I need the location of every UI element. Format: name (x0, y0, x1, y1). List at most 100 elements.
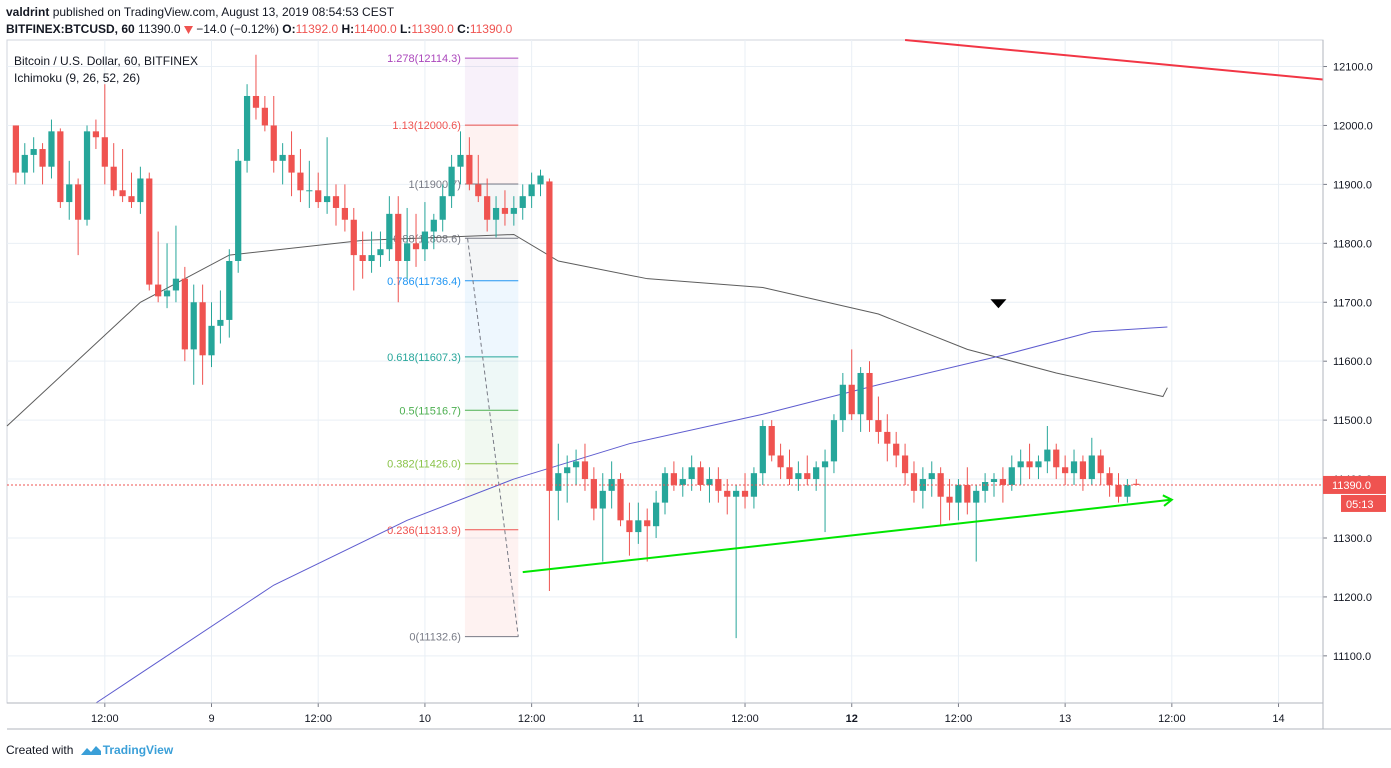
candle-body (92, 131, 100, 138)
candle (83, 125, 91, 226)
last-price-badge-label: 11390.0 (1332, 480, 1371, 492)
candle (1124, 479, 1131, 503)
candle-body (973, 490, 980, 503)
candle-body (893, 443, 900, 456)
time-tick-label: 11 (633, 713, 644, 725)
candle (430, 213, 437, 250)
time-tick-label: 12:00 (945, 713, 973, 725)
candle (715, 467, 722, 503)
candle (306, 160, 313, 208)
candle-body (768, 426, 775, 456)
candle-body (279, 154, 286, 161)
candle (386, 196, 393, 261)
candle (199, 284, 206, 385)
candle-body (181, 278, 188, 350)
candle (48, 119, 55, 179)
candle (404, 207, 411, 279)
candle (670, 461, 678, 491)
candle-body (235, 160, 242, 261)
candle (990, 473, 998, 497)
fib-level-label: 0(11132.6) (409, 632, 461, 644)
candle (39, 143, 46, 185)
candle (626, 502, 633, 556)
candle (92, 119, 100, 150)
candle-body (208, 325, 215, 356)
candle (564, 455, 571, 503)
candle-body (875, 420, 882, 432)
candle (981, 473, 989, 503)
fib-level-label: 0.786(11736.4) (387, 276, 461, 288)
candle-body (243, 95, 251, 161)
candle-body (261, 107, 268, 126)
candle-body (484, 196, 491, 220)
candle (1133, 479, 1140, 485)
candle-body (804, 473, 811, 480)
candle (590, 467, 597, 521)
candle-body (155, 284, 162, 297)
candle-body (1044, 449, 1051, 462)
candle-body (706, 479, 713, 485)
candle (937, 467, 944, 527)
candle-body (1062, 467, 1069, 474)
candle (830, 414, 838, 474)
fib-level-label: 1.13(12000.6) (392, 120, 461, 132)
candle (368, 231, 375, 273)
author-name[interactable]: valdrint (6, 5, 50, 19)
candle (679, 467, 686, 497)
candle-body (901, 455, 909, 474)
candle-body (119, 190, 126, 197)
candle (412, 213, 420, 267)
candle (270, 95, 277, 173)
candle-body (1088, 455, 1095, 480)
candle-body (750, 473, 758, 497)
fib-zone (464, 529, 519, 637)
candle-body (439, 196, 446, 220)
candle-body (288, 154, 295, 173)
fib-zone (464, 58, 519, 126)
candle (875, 396, 882, 444)
candle-body (688, 467, 695, 480)
candle (528, 172, 535, 208)
candle (706, 467, 713, 503)
candle-body (652, 502, 660, 527)
high-label: H: (341, 22, 355, 36)
price-tick-label: 11100.0 (1333, 651, 1371, 663)
candle (190, 284, 197, 385)
candle (572, 449, 580, 485)
ma-blue-line (95, 326, 1168, 704)
candle (1062, 455, 1069, 485)
candle (733, 484, 740, 639)
symbol-line: BITFINEX:BTCUSD, 60 11390.0 −14.0 (−0.12… (6, 21, 512, 38)
candle (172, 225, 180, 303)
fib-trend-line (467, 238, 519, 637)
tradingview-brand[interactable]: TradingView (102, 743, 174, 757)
time-tick-label: 14 (1272, 713, 1284, 725)
candle (866, 361, 873, 432)
candle (1017, 449, 1024, 485)
plot-frame (6, 39, 1324, 704)
price-tick-label: 11800.0 (1333, 238, 1372, 250)
countdown-badge (1341, 494, 1386, 512)
candle-body (946, 496, 953, 503)
candle (599, 473, 606, 562)
candle-body (421, 231, 429, 250)
candle (510, 196, 517, 226)
candle (964, 467, 971, 515)
legend-title[interactable]: Bitcoin / U.S. Dollar, 60, BITFINEX (14, 54, 199, 68)
candle-body (999, 479, 1007, 485)
legend-indicator[interactable]: Ichimoku (9, 26, 52, 26) (14, 71, 141, 85)
candle (750, 467, 758, 509)
candle (1097, 449, 1104, 485)
candle-body (1017, 461, 1024, 468)
candle (466, 137, 473, 191)
candle (235, 149, 242, 273)
candle (973, 484, 980, 562)
candle (652, 490, 660, 538)
candle-body (226, 261, 233, 320)
candle (110, 143, 117, 197)
down-arrow-icon (183, 26, 193, 34)
candle-body (537, 175, 544, 185)
candle-body (1115, 484, 1122, 497)
candle-body (323, 196, 331, 203)
